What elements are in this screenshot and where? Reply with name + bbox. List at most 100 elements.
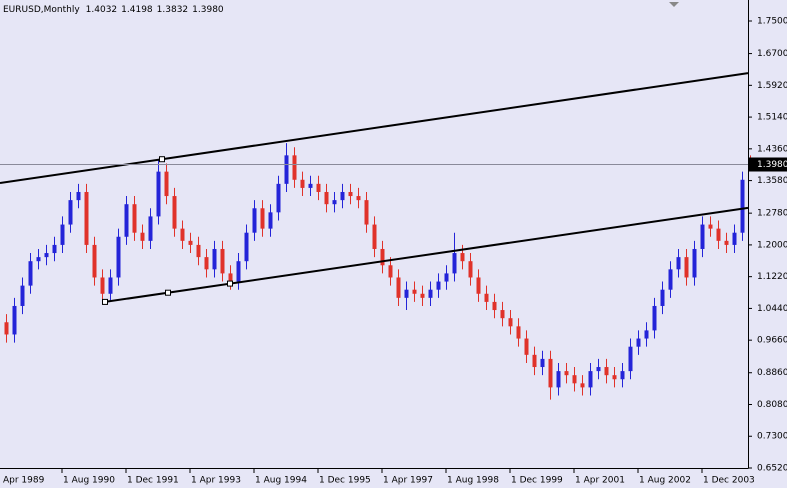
candle-body [244, 232, 249, 262]
candle-body [324, 191, 329, 205]
candle-body [164, 171, 169, 197]
close-label: 1.3980 [192, 5, 224, 15]
candle-body [492, 301, 497, 311]
candle-body [260, 208, 265, 229]
candle-body [572, 375, 577, 384]
y-tick-label: 1.0440 [757, 304, 787, 314]
candle-body [732, 232, 737, 245]
y-tick-label: 0.6520 [757, 464, 787, 474]
trendline-anchor [165, 289, 171, 296]
candle-body [52, 244, 57, 254]
y-tick-label: 1.7500 [757, 17, 787, 27]
candle-body [652, 305, 657, 331]
candle-body [156, 171, 161, 217]
candle-body [532, 354, 537, 368]
y-tick-label: 0.8080 [757, 400, 787, 410]
candle-body [204, 257, 209, 270]
price-label: 1.3980 [757, 160, 787, 170]
y-tick-label: 1.2000 [757, 240, 787, 250]
candle-body [92, 244, 97, 278]
candle-body [196, 244, 201, 258]
candle-body [340, 191, 345, 201]
candle-body [188, 240, 193, 245]
candle-body [700, 224, 705, 249]
candle-body [724, 240, 729, 245]
high-label: 1.4198 [121, 5, 153, 15]
candle-body [644, 330, 649, 339]
candle-body [300, 179, 305, 188]
candle-body [396, 277, 401, 298]
candle-body [588, 371, 593, 388]
y-tick-label: 0.7300 [757, 432, 787, 442]
candle-body [84, 191, 89, 245]
candle-body [284, 155, 289, 184]
candle-body [28, 261, 33, 286]
candle-body [252, 208, 257, 233]
x-tick-label: 1 Dec 2003 [703, 476, 755, 486]
symbol: EURUSD,Monthly [3, 5, 80, 15]
candle-body [620, 371, 625, 380]
candle-body [564, 371, 569, 376]
candle-body [420, 293, 425, 298]
candle-body [364, 200, 369, 225]
candle-body [500, 310, 505, 319]
y-tick-label: 1.4360 [757, 144, 787, 154]
y-tick-label: 0.8860 [757, 368, 787, 378]
candle-body [140, 232, 145, 241]
x-tick-label: 1 Aug 1990 [63, 476, 115, 486]
candle-body [668, 269, 673, 290]
x-tick-label: 1 Apr 1993 [191, 476, 241, 486]
x-tick-label: 1 Apr 1997 [383, 476, 433, 486]
x-tick-label: 1 Aug 1994 [255, 476, 307, 486]
trendline-anchor [227, 280, 233, 287]
trendline-anchor [102, 298, 108, 305]
chart-header: EURUSD,Monthly 1.4032 1.4198 1.3832 1.3980 [3, 5, 224, 15]
candle-body [716, 228, 721, 241]
candle-body [516, 326, 521, 339]
candle-body [436, 281, 441, 290]
candle-body [524, 338, 529, 355]
candle-body [36, 257, 41, 262]
candle-body [604, 367, 609, 376]
candle-body [708, 224, 713, 229]
candle-body [172, 196, 177, 229]
candle-body [316, 183, 321, 192]
candle-body [212, 248, 217, 270]
x-tick-label: 1 Dec 1995 [319, 476, 371, 486]
candle-body [540, 358, 545, 368]
candle-body [228, 273, 233, 282]
candle-body [116, 236, 121, 278]
candle-body [460, 253, 465, 262]
y-tick-label: 1.3580 [757, 176, 787, 186]
candle-body [12, 305, 17, 335]
candle-body [100, 277, 105, 294]
candle-body [68, 200, 73, 225]
candle-body [380, 248, 385, 266]
y-tick-label: 1.5920 [757, 81, 787, 91]
low-label: 1.3832 [157, 5, 189, 15]
scroll-marker[interactable] [669, 2, 679, 7]
x-tick-label: 1 Aug 1998 [447, 476, 499, 486]
candle-body [108, 277, 113, 294]
candle-body [148, 216, 153, 241]
candle-body [692, 248, 697, 278]
candle-body [684, 257, 689, 278]
candle-body [132, 204, 137, 233]
candle-body [76, 191, 81, 201]
candle-body [468, 261, 473, 278]
candle-body [548, 358, 553, 388]
candle-body [124, 204, 129, 237]
candle-body [220, 248, 225, 274]
candle-body [236, 261, 241, 282]
candle-body [356, 196, 361, 201]
candle-body [348, 191, 353, 197]
trendline [104, 206, 749, 303]
trendline-anchor [159, 156, 165, 163]
candle-body [20, 285, 25, 306]
open-label: 1.4032 [86, 5, 118, 15]
plot-area [0, 72, 753, 400]
candle-body [676, 257, 681, 270]
x-tick-label: 1 Apr 2001 [575, 476, 625, 486]
